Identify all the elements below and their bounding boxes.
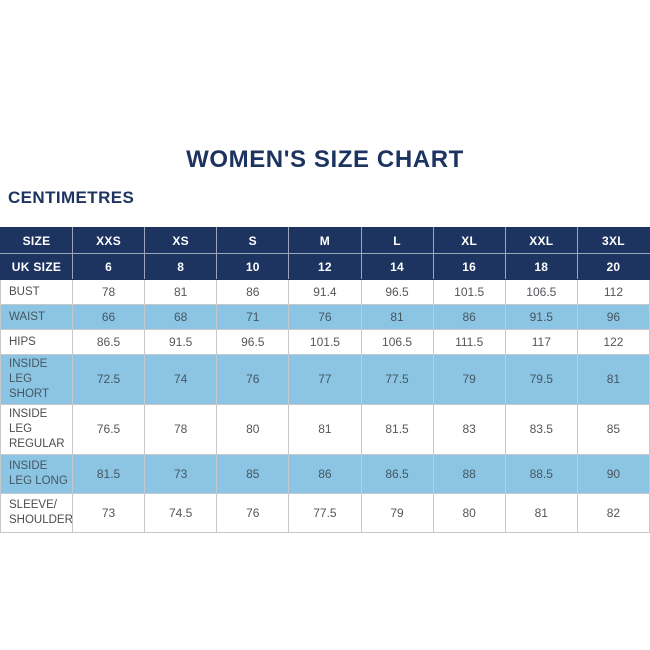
unit-heading: CENTIMETRES <box>8 188 135 207</box>
row-label: INSIDE LEG SHORT <box>0 354 73 405</box>
table-cell: 73 <box>71 492 146 533</box>
size-chart-body: BUST 78 81 86 91.4 96.5 101.5 106.5 112 WAIST 66 68… <box>0 279 650 533</box>
table-row: SLEEVE/ SHOULDER 73 74.5 76 77.5 79 80 81 82 <box>0 492 650 533</box>
table-row: HIPS 86.5 91.5 96.5 101.5 106.5 111.5 117 122 <box>0 329 650 355</box>
table-cell: 81 <box>360 304 434 330</box>
table-cell: 76.5 <box>71 403 146 455</box>
header-cell: 6 <box>71 253 146 280</box>
header-row: SIZE XXS XS S M L XL XXL 3XL <box>0 227 650 254</box>
row-label: INSIDE LEG LONG <box>0 453 73 494</box>
table-cell: 81 <box>144 279 218 305</box>
table-cell: 86 <box>432 304 506 330</box>
header-cell: 8 <box>144 253 218 280</box>
table-cell: 91.4 <box>288 279 362 305</box>
header-cell: 3XL <box>576 227 650 254</box>
table-cell: 76 <box>216 354 290 405</box>
table-cell: 96.5 <box>360 279 434 305</box>
header-cell: XXL <box>504 227 578 254</box>
page-title: WOMEN'S SIZE CHART <box>186 146 464 173</box>
table-cell: 79 <box>360 492 434 533</box>
header-cell: 20 <box>576 253 650 280</box>
table-cell: 85 <box>576 403 650 455</box>
table-cell: 72.5 <box>71 354 146 405</box>
table-cell: 88.5 <box>504 453 578 494</box>
header-cell: S <box>216 227 290 254</box>
table-cell: 77 <box>288 354 362 405</box>
table-cell: 77.5 <box>360 354 434 405</box>
table-cell: 106.5 <box>504 279 578 305</box>
table-cell: 91.5 <box>144 329 218 355</box>
header-cell: 18 <box>504 253 578 280</box>
table-cell: 90 <box>576 453 650 494</box>
table-cell: 81 <box>288 403 362 455</box>
table-cell: 101.5 <box>288 329 362 355</box>
table-cell: 76 <box>216 492 290 533</box>
table-cell: 74 <box>144 354 218 405</box>
header-cell: 14 <box>360 253 434 280</box>
table-cell: 91.5 <box>504 304 578 330</box>
table-cell: 79 <box>432 354 506 405</box>
table-cell: 78 <box>71 279 146 305</box>
table-row: INSIDE LEG LONG 81.5 73 85 86 86.5 88 88.5 90 <box>0 453 650 494</box>
header-cell: 10 <box>216 253 290 280</box>
size-chart-table: SIZE XXS XS S M L XL XXL 3XL UK SIZE 6 8 10 12 14 16 18 2… <box>0 227 650 533</box>
table-cell: 68 <box>144 304 218 330</box>
row-label: BUST <box>0 279 73 305</box>
table-cell: 80 <box>432 492 506 533</box>
row-label: HIPS <box>0 329 73 355</box>
table-cell: 83 <box>432 403 506 455</box>
table-cell: 81.5 <box>360 403 434 455</box>
header-cell: XS <box>144 227 218 254</box>
table-cell: 85 <box>216 453 290 494</box>
table-cell: 66 <box>71 304 146 330</box>
table-cell: 117 <box>504 329 578 355</box>
table-cell: 71 <box>216 304 290 330</box>
header-cell: 12 <box>288 253 362 280</box>
table-cell: 88 <box>432 453 506 494</box>
table-row: INSIDE LEG REGULAR 76.5 78 80 81 81.5 83 83.5 85 <box>0 403 650 455</box>
table-cell: 86 <box>216 279 290 305</box>
header-cell: XXS <box>71 227 146 254</box>
header-cell: L <box>360 227 434 254</box>
row-label: INSIDE LEG REGULAR <box>0 403 73 455</box>
table-cell: 86.5 <box>360 453 434 494</box>
header-cell: M <box>288 227 362 254</box>
table-cell: 80 <box>216 403 290 455</box>
header-row-label: UK SIZE <box>0 253 73 280</box>
table-cell: 106.5 <box>360 329 434 355</box>
table-cell: 83.5 <box>504 403 578 455</box>
header-row-label: SIZE <box>0 227 73 254</box>
table-cell: 86.5 <box>71 329 146 355</box>
table-cell: 76 <box>288 304 362 330</box>
table-cell: 111.5 <box>432 329 506 355</box>
table-cell: 122 <box>576 329 650 355</box>
table-cell: 82 <box>576 492 650 533</box>
header-cell: 16 <box>432 253 506 280</box>
table-cell: 101.5 <box>432 279 506 305</box>
size-chart-header: SIZE XXS XS S M L XL XXL 3XL UK SIZE 6 8 10 12 14 16 18 2… <box>0 227 650 280</box>
table-row: BUST 78 81 86 91.4 96.5 101.5 106.5 112 <box>0 279 650 305</box>
table-cell: 81.5 <box>71 453 146 494</box>
table-cell: 78 <box>144 403 218 455</box>
table-cell: 96.5 <box>216 329 290 355</box>
table-cell: 112 <box>576 279 650 305</box>
table-cell: 86 <box>288 453 362 494</box>
table-row: INSIDE LEG SHORT 72.5 74 76 77 77.5 79 79.5 81 <box>0 354 650 405</box>
table-cell: 77.5 <box>288 492 362 533</box>
table-cell: 74.5 <box>144 492 218 533</box>
table-cell: 79.5 <box>504 354 578 405</box>
table-row: WAIST 66 68 71 76 81 86 91.5 96 <box>0 304 650 330</box>
table-cell: 81 <box>504 492 578 533</box>
table-cell: 81 <box>576 354 650 405</box>
table-cell: 96 <box>576 304 650 330</box>
header-cell: XL <box>432 227 506 254</box>
header-row: UK SIZE 6 8 10 12 14 16 18 20 <box>0 253 650 280</box>
table-cell: 73 <box>144 453 218 494</box>
row-label: WAIST <box>0 304 73 330</box>
row-label: SLEEVE/ SHOULDER <box>0 492 73 533</box>
